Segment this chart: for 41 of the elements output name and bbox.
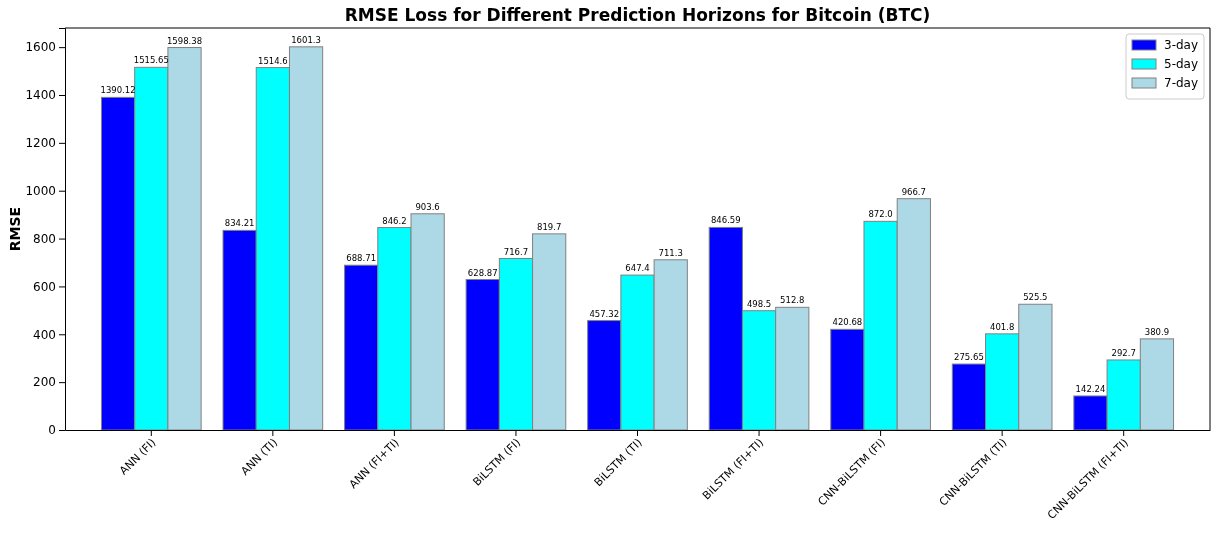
y-tick-label: 400 [33,327,56,342]
data-label: 525.5 [1023,292,1048,303]
data-label: 846.2 [382,215,407,226]
y-tick-label: 800 [33,231,56,246]
data-label: 903.6 [415,201,440,212]
data-label: 1390.12 [100,85,136,96]
data-label: 1514.6 [257,55,288,66]
data-label: 380.9 [1144,326,1170,337]
data-label: 834.21 [224,218,255,229]
data-label: 846.59 [710,215,741,226]
data-label: 872.0 [868,209,893,220]
data-label: 716.7 [503,246,529,257]
data-label: 819.7 [537,221,562,232]
y-tick-label: 0 [48,423,56,438]
legend-label: 7-day [1164,76,1199,90]
y-tick-label: 1400 [25,88,56,103]
y-axis-title: RMSE [7,206,23,252]
data-label: 647.4 [625,263,650,274]
data-label: 966.7 [901,186,926,197]
data-label: 498.5 [746,298,772,309]
y-tick-label: 1600 [25,40,56,55]
y-tick-label: 200 [33,375,56,390]
data-label: 292.7 [1111,347,1136,358]
legend-label: 5-day [1164,57,1199,71]
data-label: 401.8 [989,321,1015,332]
data-label: 457.32 [589,308,620,319]
data-label: 688.71 [346,253,377,264]
data-label: 275.65 [954,352,984,363]
data-label: 1515.65 [133,55,169,66]
legend-label: 3-day [1164,38,1199,52]
data-label: 711.3 [658,247,683,258]
data-label: 512.8 [780,295,805,306]
y-tick-label: 1200 [25,136,56,151]
data-label: 628.87 [467,267,498,278]
data-label: 1598.38 [166,35,203,46]
data-label: 420.68 [832,317,863,328]
y-tick-label: 1000 [25,184,56,199]
y-tick-label: 600 [33,279,56,294]
data-label: 142.24 [1075,383,1106,394]
chart-title: RMSE Loss for Different Prediction Horizons for Bitcoin (BTC) [344,5,931,25]
data-label: 1601.3 [291,34,321,45]
